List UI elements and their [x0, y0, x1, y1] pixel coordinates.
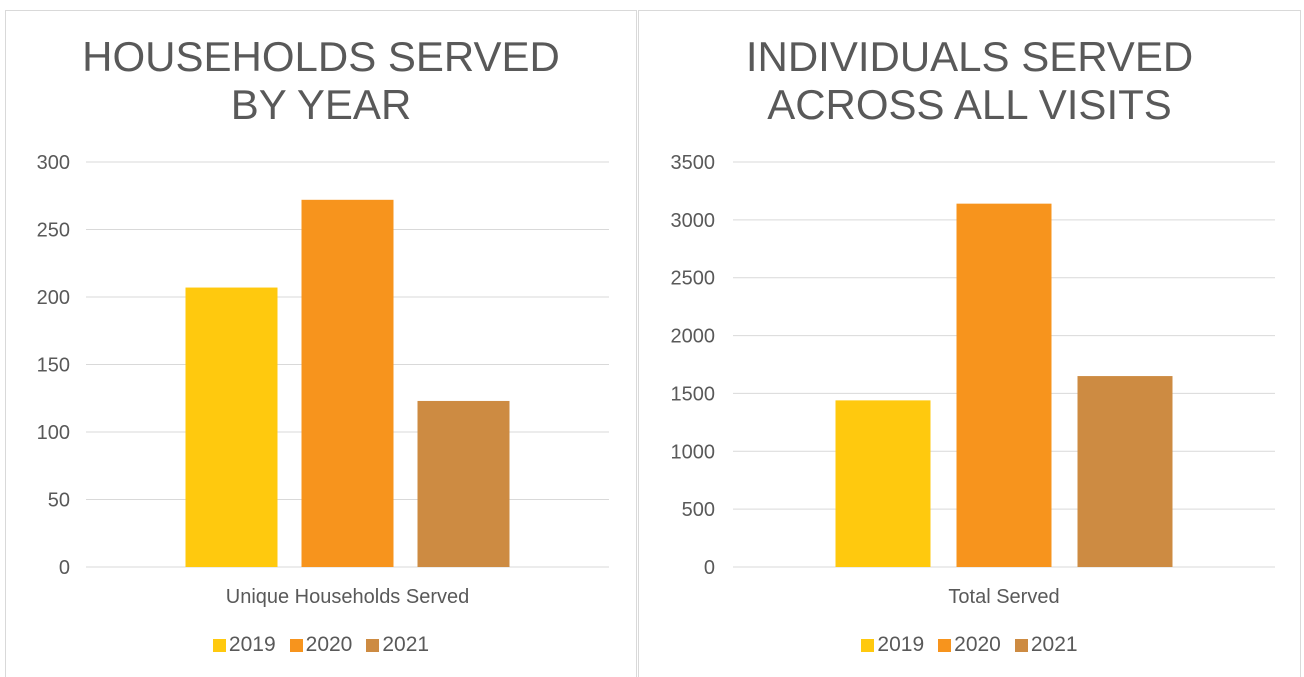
legend-swatch: [366, 638, 380, 652]
chart-title: INDIVIDUALS SERVED ACROSS ALL VISITS: [639, 33, 1300, 129]
chart-plot: 0 500 1000 1500 2000 2500 3000 3500 Total Served: [671, 152, 1275, 608]
bar-2019: [185, 287, 278, 567]
legend-swatch: [861, 638, 875, 652]
legend-swatch: [212, 638, 226, 652]
y-tick-label: 250: [37, 220, 70, 242]
bar-2021: [417, 400, 510, 567]
y-tick-label: 300: [37, 152, 70, 174]
chart-legend: 2019 2020 2021: [639, 633, 1300, 657]
y-tick-label: 150: [37, 355, 70, 377]
legend-item-2020: 2020: [289, 633, 353, 657]
y-tick-label: 1500: [671, 383, 716, 405]
individuals-chart: INDIVIDUALS SERVED ACROSS ALL VISITS 0 50…: [638, 10, 1301, 677]
legend-label: 2019: [228, 633, 276, 656]
bar-2019: [835, 400, 931, 567]
y-tick-label: 500: [682, 499, 715, 521]
chart-title-line-1: INDIVIDUALS SERVED: [745, 33, 1194, 80]
legend-item-2019: 2019: [212, 633, 276, 657]
category-label: Unique Households Served: [226, 586, 470, 608]
bar-2021: [1077, 376, 1173, 567]
legend-label: 2020: [305, 633, 353, 656]
legend-label: 2020: [954, 633, 1001, 656]
legend-swatch: [1014, 638, 1028, 652]
legend-swatch: [289, 638, 303, 652]
y-tick-label: 0: [704, 557, 715, 579]
households-chart: HOUSEHOLDS SERVED BY YEAR 0 50 100 150 200 25…: [5, 10, 637, 677]
y-tick-label: 1000: [671, 441, 716, 463]
y-tick-label: 0: [59, 557, 70, 579]
bar-2020: [301, 199, 394, 568]
chart-title-line-1: HOUSEHOLDS SERVED: [82, 33, 560, 80]
legend-label: 2021: [382, 633, 430, 656]
y-tick-label: 50: [48, 490, 70, 512]
chart-plot: 0 50 100 150 200 250 300 Unique Households Serv…: [37, 152, 609, 608]
y-tick-label: 3000: [671, 210, 716, 232]
legend-item-2021: 2021: [1014, 633, 1078, 657]
y-tick-label: 200: [37, 287, 70, 309]
y-tick-label: 3500: [671, 152, 716, 174]
category-label: Total Served: [948, 586, 1059, 608]
y-tick-label: 2500: [671, 268, 716, 290]
y-tick-label: 2000: [671, 326, 716, 348]
chart-title-line-2: ACROSS ALL VISITS: [767, 81, 1172, 128]
legend-item-2019: 2019: [861, 633, 924, 657]
chart-title: HOUSEHOLDS SERVED BY YEAR: [6, 33, 636, 129]
bar-2020: [956, 203, 1052, 567]
legend-label: 2019: [877, 633, 925, 656]
legend-item-2021: 2021: [366, 633, 429, 657]
legend-item-2020: 2020: [938, 633, 1001, 657]
legend-swatch: [938, 638, 952, 652]
legend-label: 2021: [1030, 633, 1078, 656]
chart-title-line-2: BY YEAR: [230, 81, 412, 128]
y-tick-label: 100: [37, 422, 70, 444]
chart-legend: 2019 2020 2021: [6, 633, 636, 657]
